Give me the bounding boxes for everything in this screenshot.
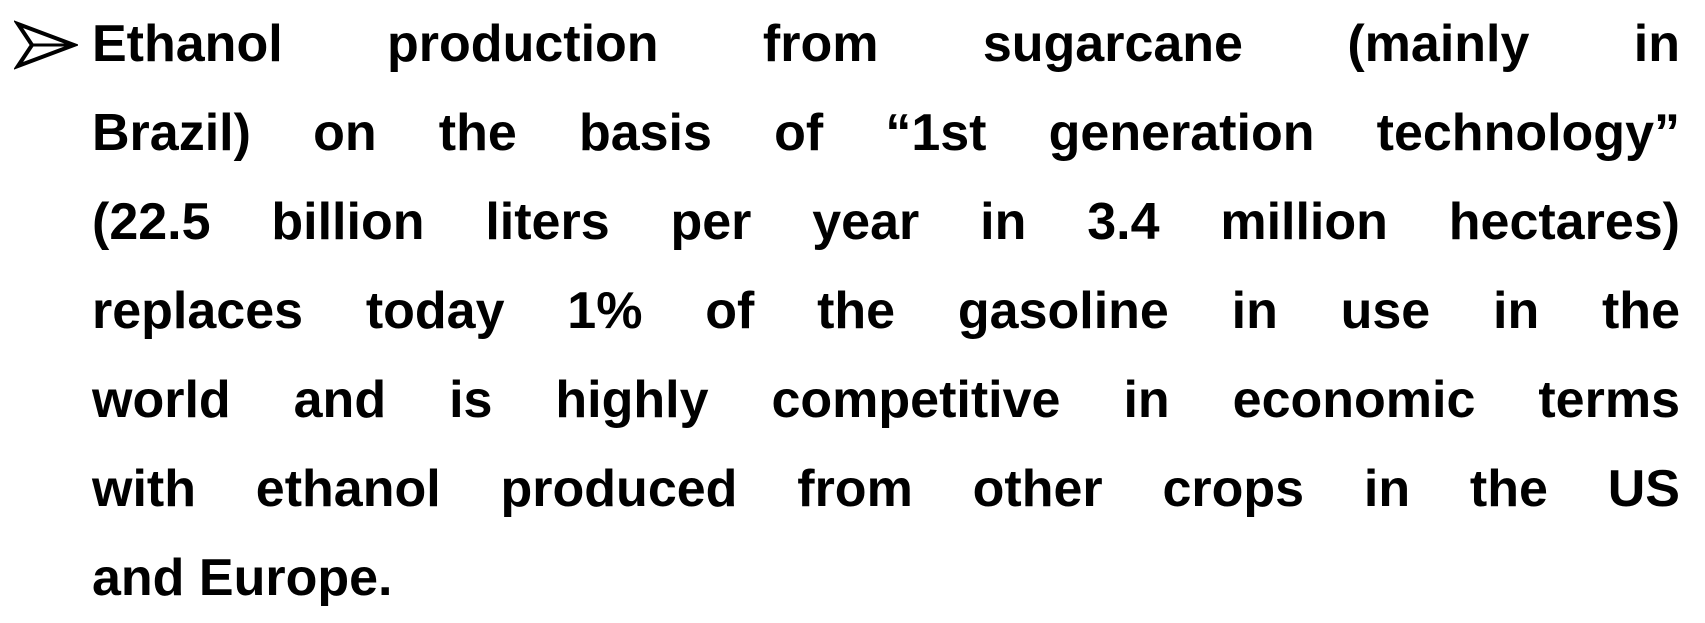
text-line: and Europe.	[92, 549, 393, 607]
text-line: Ethanol production from sugarcane (mainl…	[92, 15, 1680, 73]
text-line: world and is highly competitive in econo…	[92, 371, 1680, 429]
text-line: with ethanol produced from other crops i…	[92, 460, 1680, 518]
bullet-text: Ethanol production from sugarcane (mainl…	[92, 0, 1680, 623]
text-line: replaces today 1% of the gasoline in use…	[92, 282, 1680, 340]
bullet-arrow	[14, 20, 78, 70]
text-line: (22.5 billion liters per year in 3.4 mil…	[92, 193, 1680, 251]
text-line: Brazil) on the basis of “1st generation …	[92, 104, 1680, 162]
